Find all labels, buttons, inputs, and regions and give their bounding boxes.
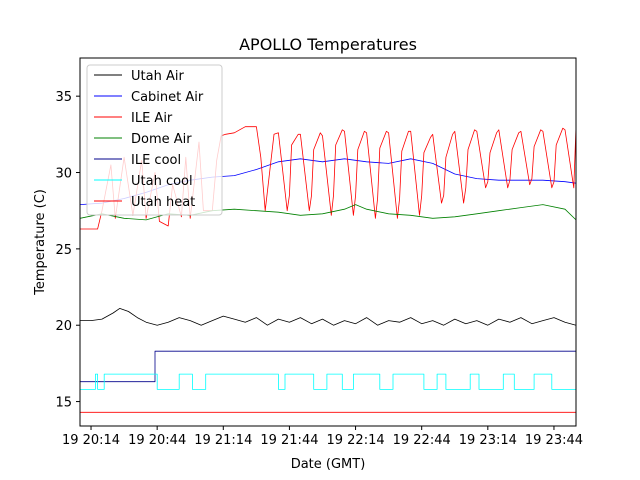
series-line-ile-cool (80, 350, 576, 383)
x-axis-label: Date (GMT) (291, 457, 366, 472)
x-tick-label: 19 21:14 (194, 433, 252, 448)
x-tick-label: 19 21:44 (260, 433, 318, 448)
legend-label-utah-heat: Utah heat (131, 195, 195, 210)
y-tick-label: 20 (55, 319, 72, 334)
x-tick-label: 19 22:44 (393, 433, 451, 448)
legend-label-ile-air: ILE Air (131, 111, 173, 126)
y-tick-label: 30 (55, 167, 72, 182)
series-line-utah-air (80, 307, 577, 326)
plot-frame (79, 57, 577, 427)
y-axis-label: Temperature (C) (33, 189, 48, 296)
series-line-utah-cool (80, 373, 576, 390)
legend-label-cabinet-air: Cabinet Air (131, 90, 204, 105)
y-tick-label: 15 (55, 396, 72, 411)
chart-title: APOLLO Temperatures (239, 35, 417, 54)
x-tick-label: 19 23:44 (525, 433, 583, 448)
x-tick-label: 19 20:44 (128, 433, 186, 448)
x-tick-label: 19 20:14 (62, 433, 120, 448)
y-tick-label: 35 (55, 90, 72, 105)
legend-label-utah-cool: Utah cool (131, 174, 193, 189)
legend-label-dome-air: Dome Air (131, 132, 192, 147)
legend-label-utah-air: Utah Air (131, 69, 184, 84)
x-tick-label: 19 22:14 (326, 433, 384, 448)
y-axis-ticks: 15 20 25 30 35 (55, 90, 80, 411)
legend-label-ile-cool: ILE cool (131, 153, 181, 168)
y-tick-label: 25 (55, 243, 72, 258)
x-axis-ticks: 19 20:14 19 20:44 19 21:14 19 21:44 19 22:14… (62, 426, 583, 448)
x-tick-label: 19 23:14 (459, 433, 517, 448)
legend: Utah Air Cabinet Air ILE Air Dome Air ILE co… (86, 64, 223, 216)
series-layer (79, 126, 577, 413)
legend-frame (86, 64, 223, 216)
